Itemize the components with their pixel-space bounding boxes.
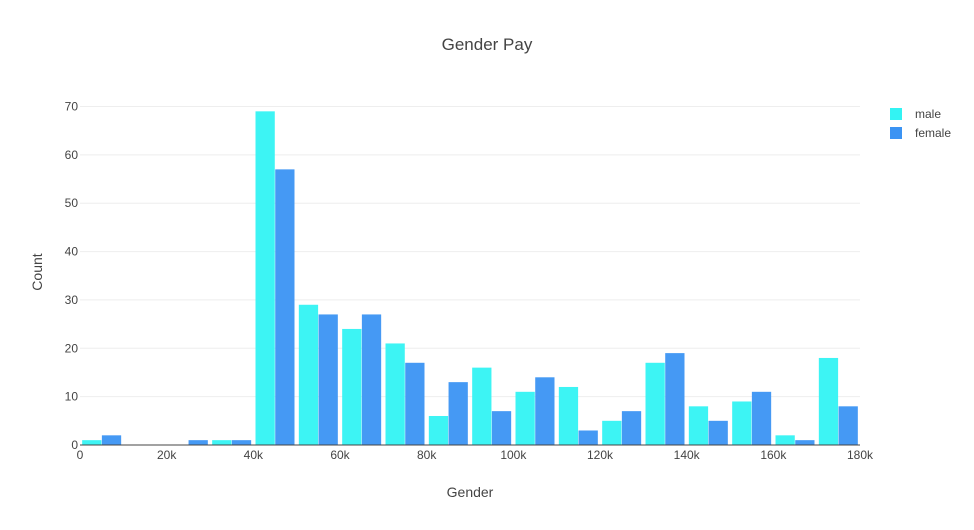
legend[interactable]: male female [890,107,951,140]
bar-female [188,440,208,445]
bars [82,111,858,445]
x-tick-label: 80k [417,448,437,462]
bar-female [101,435,122,445]
x-tick-label: 120k [587,448,614,462]
bar-female [708,420,728,445]
legend-label-female: female [915,126,951,140]
bar-female [621,411,642,445]
x-tick-label: 20k [157,448,177,462]
bar-male [298,304,319,445]
bar-female [751,391,772,445]
bar-female [361,314,382,445]
bar-female [275,169,295,445]
x-tick-label: 180k [847,448,874,462]
x-tick-label: 0 [77,448,84,462]
legend-swatch-female [890,127,902,139]
bar-male [602,420,622,445]
legend-item-female[interactable]: female [890,126,951,140]
bar-female [535,377,555,445]
x-axis-title: Gender [447,484,494,500]
chart-title: Gender Pay [442,35,533,54]
bar-male [818,357,839,445]
x-tick-label: 40k [244,448,264,462]
y-axis-ticks: 0 10 20 30 40 50 60 70 [65,100,79,452]
bar-male [775,435,795,445]
bar-male [515,391,535,445]
y-tick-label: 20 [65,341,79,355]
bar-male [255,111,275,445]
y-tick-label: 10 [65,390,79,404]
bar-male [212,440,232,445]
bar-male [82,440,102,445]
bar-female [318,314,338,445]
x-tick-label: 100k [500,448,527,462]
y-tick-label: 50 [65,196,79,210]
bar-female [578,430,598,445]
bar-male [342,328,362,445]
y-tick-label: 0 [71,438,78,452]
bar-female [491,411,512,445]
y-tick-label: 70 [65,100,79,114]
legend-label-male: male [915,107,941,121]
bar-male [558,386,579,445]
x-tick-label: 60k [330,448,350,462]
y-tick-label: 60 [65,148,79,162]
x-tick-label: 140k [674,448,701,462]
bar-female [665,353,685,445]
x-tick-label: 160k [760,448,787,462]
legend-item-male[interactable]: male [890,107,941,121]
gridlines [80,106,860,398]
legend-swatch-male [890,108,902,120]
bar-female [448,382,468,445]
bar-male [385,343,405,445]
bar-male [428,415,449,445]
x-axis-ticks: 0 20k 40k 60k 80k 100k 120k 140k 160k 180k [77,448,874,462]
bar-female [405,362,425,445]
bar-male [472,367,492,445]
bar-male [688,406,709,445]
bar-female [231,440,252,445]
bar-female [795,440,815,445]
bar-male [732,401,752,445]
y-tick-label: 30 [65,293,79,307]
y-tick-label: 40 [65,245,79,259]
y-axis-title: Count [29,253,45,290]
bar-female [838,406,858,445]
bar-male [645,362,665,445]
